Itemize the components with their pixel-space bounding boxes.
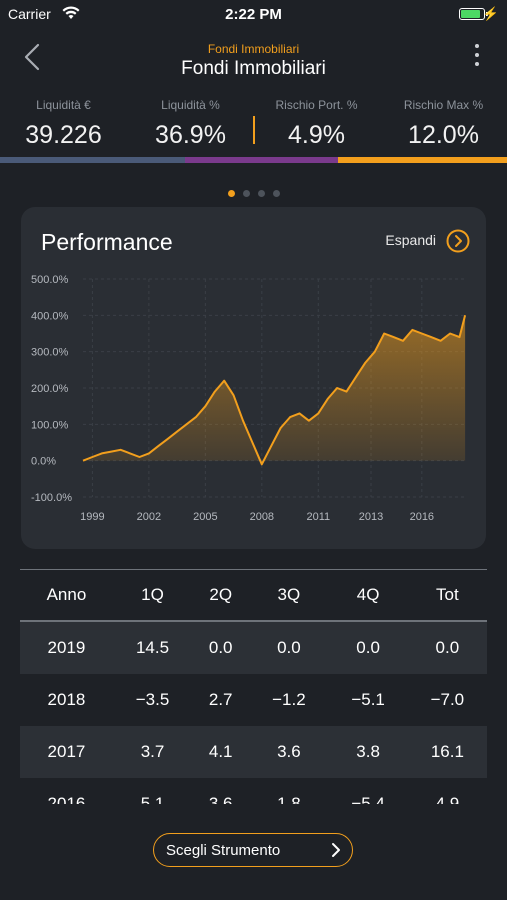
kpi-bar-liquidity-pct: [185, 157, 338, 163]
page-dot[interactable]: [242, 190, 250, 197]
charging-icon: ⚡: [482, 6, 499, 21]
battery-icon: [459, 8, 488, 20]
kpi-divider: [253, 116, 255, 144]
page-dot[interactable]: [257, 190, 265, 197]
status-bar: Carrier 2:22 PM ⚡: [0, 0, 507, 28]
y-tick-label: 100.0%: [31, 419, 69, 431]
y-tick-label: -100.0%: [31, 492, 72, 504]
return-cell: 4.1: [192, 726, 250, 778]
return-cell: 1.8: [277, 794, 301, 804]
y-tick-label: 500.0%: [31, 274, 69, 286]
card-title: Performance: [41, 229, 173, 255]
carrier-label: Carrier: [8, 6, 51, 22]
wifi-icon: [62, 6, 80, 19]
return-cell: −7.0: [430, 690, 465, 709]
kpi-label: Liquidità %: [161, 98, 220, 112]
button-label: Scegli Strumento: [166, 842, 281, 859]
y-tick-label: 400.0%: [31, 310, 69, 322]
kpi-label: Liquidità €: [36, 98, 91, 112]
column-header: 1Q: [112, 569, 193, 622]
return-cell: 16.1: [407, 726, 487, 778]
return-cell: 0.0: [407, 621, 487, 674]
performance-area: [83, 315, 466, 465]
performance-chart: 500.0% 400.0% 300.0% 200.0% 100.0% 0.0% -100.0…: [31, 274, 467, 523]
return-cell: 4.9: [435, 794, 460, 804]
return-cell: 3.6: [249, 726, 329, 778]
kpi-bar-max-risk: [338, 157, 507, 163]
table-header-row: Anno 1Q 2Q 3Q 4Q Tot: [20, 569, 487, 622]
return-cell: 0.0: [328, 621, 408, 674]
kpi-liquidity-pct: Liquidità % 36.9%: [127, 98, 254, 150]
performance-table: Anno 1Q 2Q 3Q 4Q Tot 2019 14.5 0.0 0.0 0.0 0.0 2018…: [20, 569, 487, 804]
return-cell: 14.5: [112, 621, 193, 674]
return-cell: −5.4: [351, 794, 385, 804]
y-tick-label: 0.0%: [31, 456, 56, 468]
return-cell: 3.8: [328, 726, 408, 778]
year-cell: 2018: [47, 690, 86, 709]
kpi-bar-liquidity-eur: [0, 157, 185, 163]
x-tick-label: 1999: [80, 511, 104, 523]
column-header: 3Q: [249, 569, 329, 622]
expand-label[interactable]: Espandi: [385, 232, 436, 248]
x-tick-label: 2016: [410, 511, 434, 523]
return-cell: 5.1: [140, 794, 165, 804]
return-cell: −5.1: [351, 690, 385, 709]
table-row[interactable]: 2016 5.1 3.6 1.8 −5.4 4.9: [20, 778, 487, 804]
return-cell: 3.7: [112, 726, 193, 778]
clock: 2:22 PM: [225, 6, 282, 23]
kpi-color-bars: [0, 157, 507, 163]
year-cell: 2017: [20, 726, 113, 778]
page-dot[interactable]: [272, 190, 280, 197]
page-subtitle: Fondi Immobiliari: [207, 42, 300, 56]
x-tick-label: 2008: [250, 511, 274, 523]
performance-line: [82, 315, 467, 466]
kpi-portfolio-risk: Rischio Port. % 4.9%: [253, 98, 380, 150]
kpi-label: Rischio Port. %: [275, 98, 358, 112]
kpi-value: 12.0%: [408, 121, 479, 149]
y-tick-label: 200.0%: [31, 383, 69, 395]
x-tick-label: 2002: [137, 511, 161, 523]
chevron-right-icon: [332, 843, 340, 857]
year-cell: 2019: [20, 621, 113, 674]
table-row[interactable]: 2017 3.7 4.1 3.6 3.8 16.1: [20, 726, 487, 778]
return-cell: 0.0: [192, 621, 250, 674]
return-cell: 3.6: [208, 794, 233, 804]
expand-chevron-icon[interactable]: [446, 229, 470, 253]
y-tick-label: 300.0%: [31, 347, 69, 359]
choose-instrument-button[interactable]: Scegli Strumento: [153, 833, 353, 867]
table-row[interactable]: 2018 −3.5 2.7 −1.2 −5.1 −7.0: [20, 674, 487, 726]
return-cell: −1.2: [272, 690, 306, 709]
kpi-value: 36.9%: [155, 121, 226, 149]
x-tick-label: 2011: [306, 511, 330, 523]
x-tick-label: 2013: [359, 511, 383, 523]
return-cell: 2.7: [208, 690, 233, 709]
return-cell: 0.0: [249, 621, 329, 674]
kpi-liquidity-eur: Liquidità € 39.226: [0, 98, 127, 150]
column-header: Tot: [407, 569, 487, 622]
performance-table-wrapper[interactable]: Anno 1Q 2Q 3Q 4Q Tot 2019 14.5 0.0 0.0 0.0 0.0 2018…: [0, 569, 507, 804]
page-title: Fondi Immobiliari: [181, 58, 326, 79]
back-chevron-icon[interactable]: [20, 42, 46, 72]
kpi-max-risk: Rischio Max % 12.0%: [380, 98, 507, 150]
column-header: 2Q: [192, 569, 250, 622]
page-dot[interactable]: [227, 190, 235, 197]
year-cell: 2016: [47, 794, 86, 804]
kpi-strip: Liquidità € 39.226 Liquidità % 36.9% Ris…: [0, 98, 507, 164]
x-tick-label: 2005: [193, 511, 217, 523]
kpi-value: 4.9%: [288, 121, 345, 149]
table-row[interactable]: 2019 14.5 0.0 0.0 0.0 0.0: [20, 621, 487, 674]
kpi-label: Rischio Max %: [403, 98, 484, 112]
column-header: 4Q: [328, 569, 408, 622]
page-indicator[interactable]: [0, 184, 507, 202]
more-options-icon[interactable]: [473, 44, 481, 70]
column-header: Anno: [20, 569, 113, 622]
performance-card: 500.0% 400.0% 300.0% 200.0% 100.0% 0.0% -100.0…: [21, 207, 486, 549]
return-cell: −3.5: [135, 690, 170, 709]
kpi-value: 39.226: [25, 121, 102, 149]
